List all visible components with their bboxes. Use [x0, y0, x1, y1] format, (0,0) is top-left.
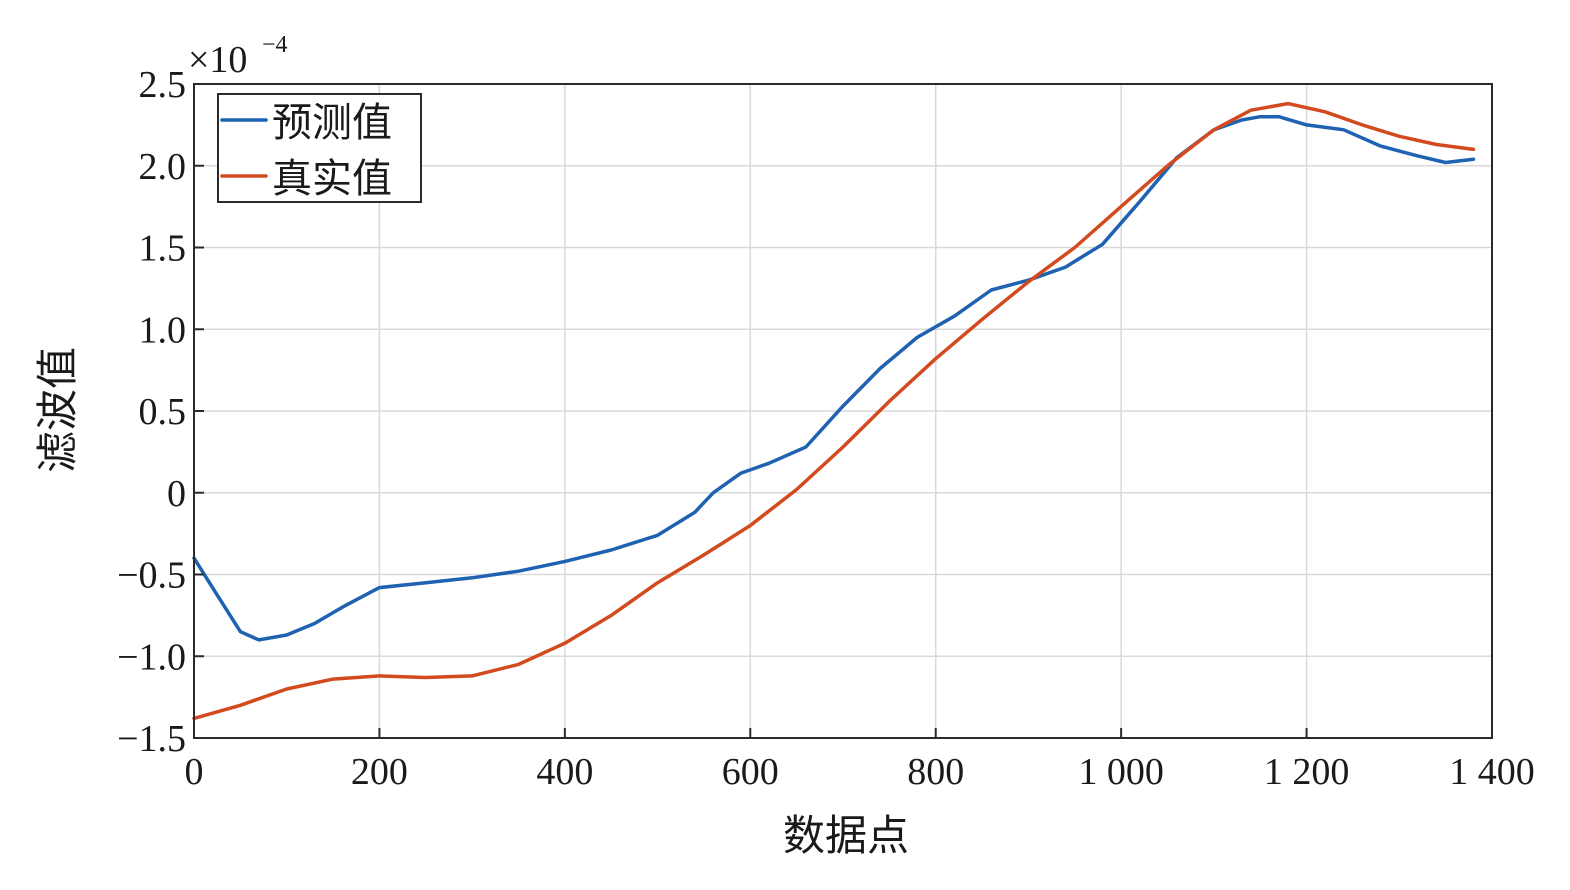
legend: 预测值 真实值: [217, 93, 422, 203]
y-tick-label: 0: [167, 473, 186, 515]
y-tick-label: −1.5: [117, 718, 186, 760]
y-tick-label: 1.0: [139, 309, 187, 351]
y-tick-label: 1.5: [139, 228, 187, 270]
x-axis-title: 数据点: [783, 811, 909, 860]
legend-label-predicted: 预测值: [272, 100, 392, 146]
y-tick-label: −0.5: [117, 555, 186, 597]
multiplier-label: ×10 −4: [188, 32, 288, 81]
legend-box: [217, 93, 422, 203]
x-tick-label: 200: [351, 751, 408, 793]
x-tick-label: 600: [722, 751, 779, 793]
x-tick-label: 1 000: [1078, 751, 1164, 793]
y-tick-label: 2.5: [139, 64, 187, 106]
x-tick-label: 0: [185, 751, 204, 793]
x-tick-label: 400: [536, 751, 593, 793]
multiplier-base: ×10: [188, 39, 247, 81]
legend-label-actual: 真实值: [272, 156, 392, 202]
y-tick-label: 0.5: [139, 391, 187, 433]
multiplier-exponent: −4: [262, 32, 288, 58]
y-tick-label: 2.0: [139, 146, 187, 188]
y-tick-label: −1.0: [117, 636, 186, 678]
x-tick-label: 1 400: [1449, 751, 1535, 793]
actual-series-line: [192, 101, 1476, 721]
x-tick-label: 1 200: [1264, 751, 1350, 793]
axis-ticks: 0 200 400 600 800 1 000 1 200 1 400 2.5 2.0 1.5 1.0…: [117, 64, 1535, 793]
predicted-series-line: [192, 114, 1476, 642]
x-tick-label: 800: [907, 751, 964, 793]
series-layer: [192, 101, 1476, 721]
y-axis-title: 滤波值: [33, 347, 82, 473]
